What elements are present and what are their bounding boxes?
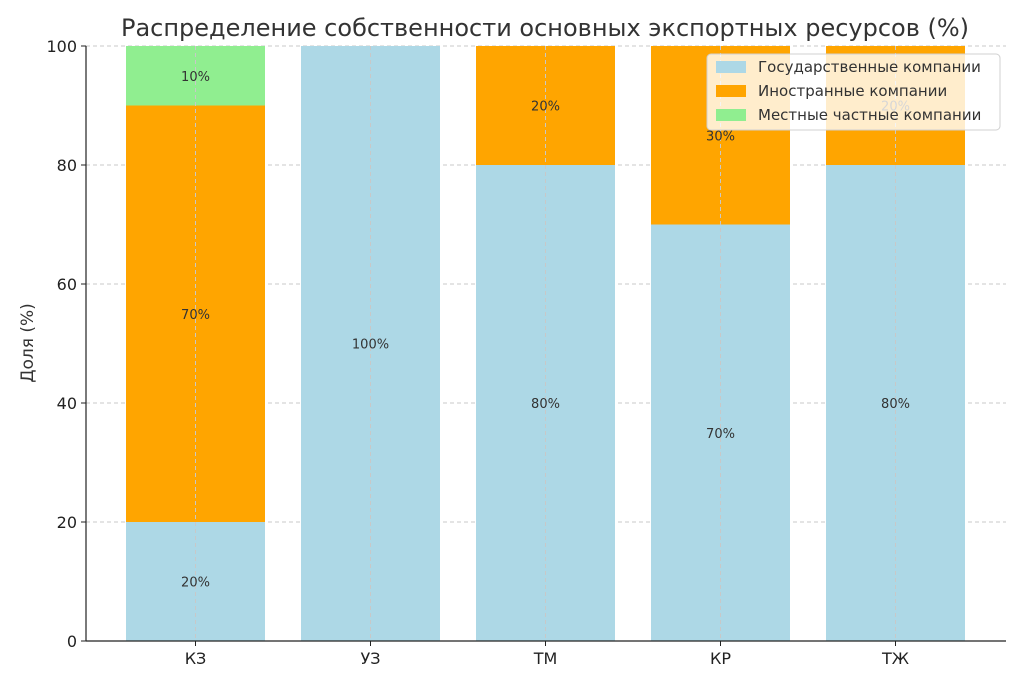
axes: 0 20 40 60 80 100 КЗ УЗ ТМ КР ТЖ <box>46 37 1006 668</box>
y-tick-label-0: 0 <box>67 632 77 651</box>
legend-swatch-0 <box>716 61 746 73</box>
x-tick-label-1: УЗ <box>360 649 380 668</box>
bar-label-0-3: 70% <box>706 427 735 442</box>
y-axis-label: Доля (%) <box>18 303 38 383</box>
legend-label-0: Государственные компании <box>758 58 981 76</box>
y-tick-label-3: 60 <box>57 275 77 294</box>
legend-label-1: Иностранные компании <box>758 82 947 100</box>
bar-label-0-0: 20% <box>181 576 210 591</box>
bar-label-0-4: 80% <box>881 397 910 412</box>
bar-label-1-0: 70% <box>181 308 210 323</box>
bar-label-1-3: 30% <box>706 129 735 144</box>
x-tick-label-4: ТЖ <box>881 649 909 668</box>
y-tick-label-2: 40 <box>57 394 77 413</box>
legend-swatch-1 <box>716 85 746 97</box>
legend-label-2: Местные частные компании <box>758 106 981 124</box>
bar-label-0-1: 100% <box>352 338 389 353</box>
x-tick-label-0: КЗ <box>185 649 207 668</box>
bar-label-2-0: 10% <box>181 70 210 85</box>
bar-label-0-2: 80% <box>531 397 560 412</box>
y-tick-label-5: 100 <box>46 37 77 56</box>
chart-title: Распределение собственности основных экс… <box>121 14 969 42</box>
legend-swatch-2 <box>716 109 746 121</box>
x-tick-label-2: ТМ <box>533 649 558 668</box>
legend-box <box>706 53 1001 131</box>
x-tick-label-3: КР <box>710 649 731 668</box>
y-tick-label-1: 20 <box>57 513 77 532</box>
bar-label-1-2: 20% <box>531 100 560 115</box>
legend: Государственные компании Иностранные комп… <box>706 53 1001 131</box>
y-tick-label-4: 80 <box>57 156 77 175</box>
